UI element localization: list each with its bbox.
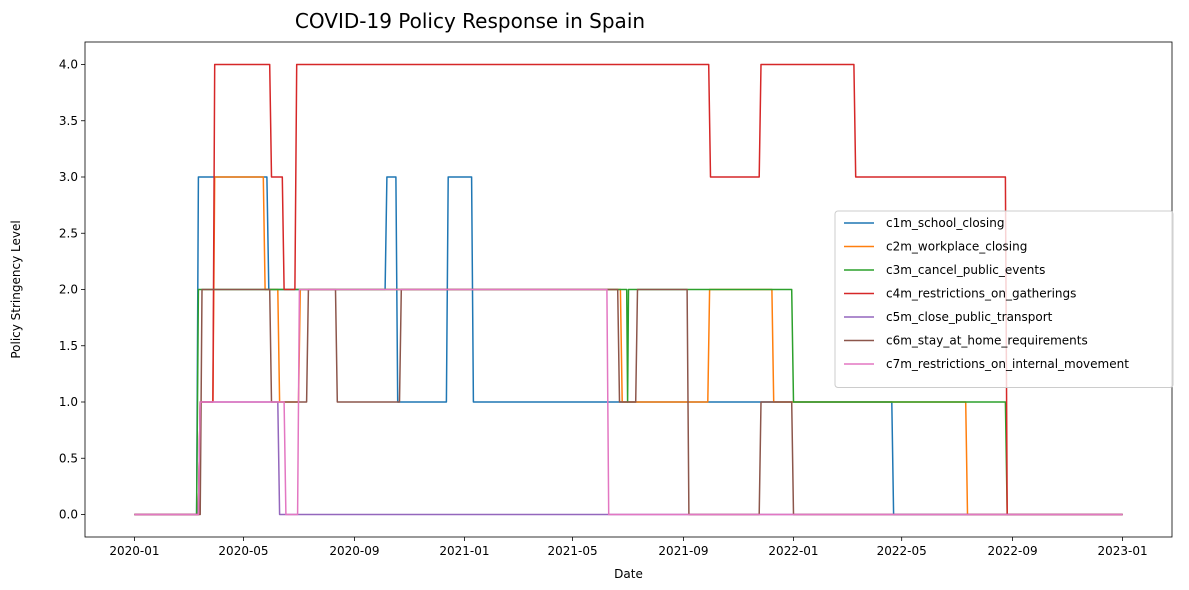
y-tick-label: 0.5	[59, 451, 78, 465]
y-tick-label: 1.0	[59, 395, 78, 409]
x-axis-label: Date	[614, 567, 643, 581]
x-tick-label: 2022-09	[988, 544, 1038, 558]
series-line-c5m-close-public-transport	[134, 401, 1123, 516]
x-tick-label: 2022-01	[768, 544, 818, 558]
legend-label: c2m_workplace_closing	[886, 240, 1027, 254]
legend: c1m_school_closing c2m_workplace_closingc…	[834, 210, 1174, 388]
y-tick-label: 2.0	[59, 283, 78, 297]
legend-label: c4m_restrictions_on_gatherings	[886, 287, 1076, 301]
y-tick-label: 2.5	[59, 226, 78, 240]
y-tick-label: 3.0	[59, 170, 78, 184]
x-tick-label: 2020-09	[329, 544, 379, 558]
legend-label: c3m_cancel_public_events	[886, 263, 1045, 277]
y-axis-ticks: 0.0 0.5 1.0 1.5 2.0 2.5 3.0 3.5 4.0	[59, 58, 85, 522]
series-layer	[134, 63, 1123, 516]
y-tick-label: 1.5	[59, 339, 78, 353]
chart-title: COVID-19 Policy Response in Spain	[295, 9, 645, 33]
x-tick-label: 2021-09	[658, 544, 708, 558]
legend-label: c1m_school_closing	[886, 216, 1004, 230]
y-tick-label: 0.0	[59, 508, 78, 522]
x-axis-ticks: 2020-01 2020-05 2020-09 2021-01 2021-05 2021-…	[109, 537, 1148, 558]
x-tick-label: 2020-01	[109, 544, 159, 558]
series-line-c3m-cancel-public-events	[134, 288, 1123, 516]
x-tick-label: 2020-05	[218, 544, 268, 558]
x-tick-label: 2021-05	[548, 544, 598, 558]
y-axis-label: Policy Stringency Level	[9, 220, 23, 358]
x-tick-label: 2023-01	[1098, 544, 1148, 558]
series-line-c7m-restrictions-on-internal-movement	[134, 288, 1123, 516]
legend-label: c6m_stay_at_home_requirements	[886, 334, 1088, 348]
y-tick-label: 4.0	[59, 58, 78, 72]
y-tick-label: 3.5	[59, 114, 78, 128]
x-tick-label: 2021-01	[439, 544, 489, 558]
x-tick-label: 2022-05	[877, 544, 927, 558]
legend-label: c5m_close_public_transport	[886, 310, 1053, 324]
legend-label: c7m_restrictions_on_internal_movement	[886, 357, 1129, 371]
legend-box	[834, 210, 1174, 388]
series-line-c4m-restrictions-on-gatherings	[134, 63, 1123, 516]
